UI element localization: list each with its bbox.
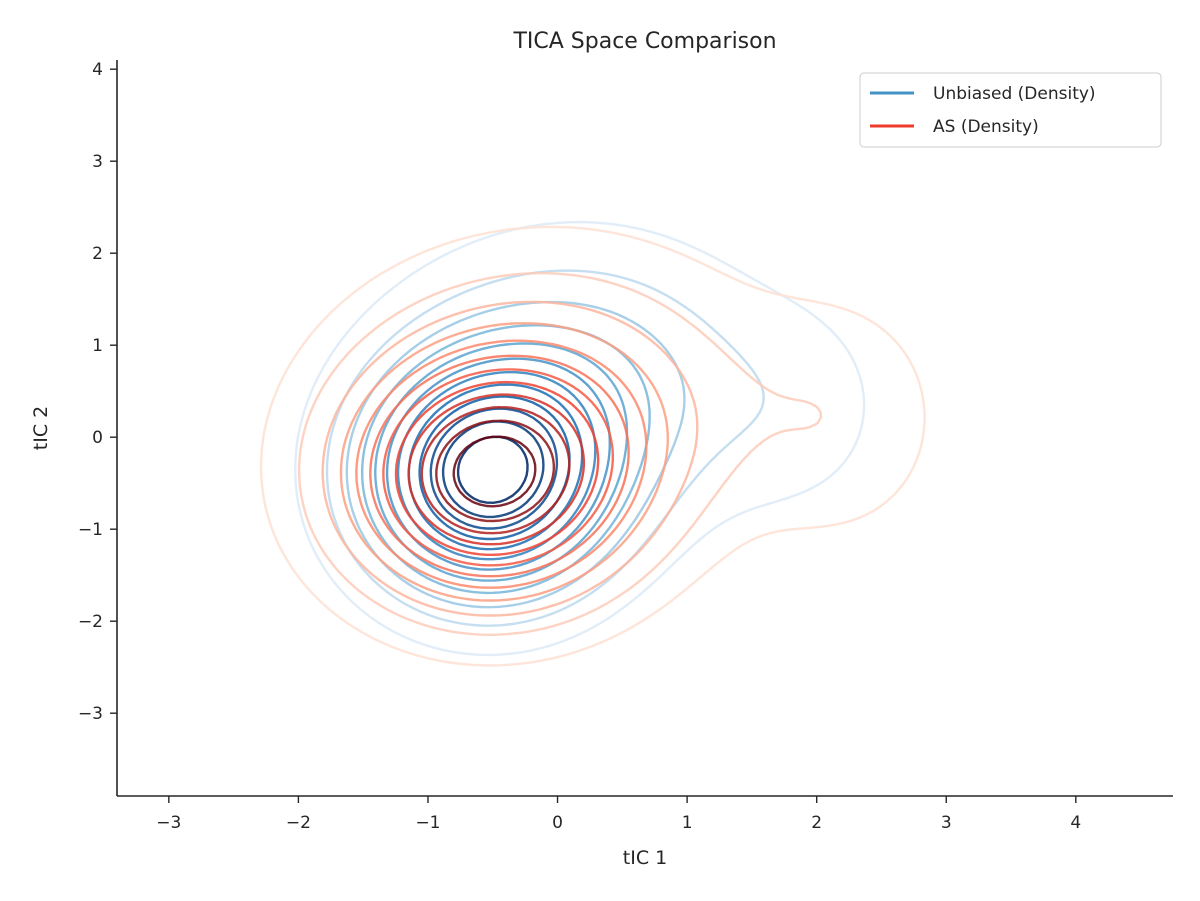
- legend-label-as: AS (Density): [933, 117, 1039, 137]
- x-tick-label: 0: [552, 813, 563, 833]
- y-axis-ticks: −3 −2 −1 0 1 2 3 4: [78, 60, 117, 724]
- contour-line: [297, 272, 823, 636]
- contour-line: [429, 407, 559, 530]
- x-axis-label: tIC 1: [623, 847, 667, 869]
- legend-frame: [859, 72, 1162, 148]
- x-tick-label: −3: [156, 813, 181, 833]
- contour-line: [321, 300, 699, 617]
- contour-line: [441, 420, 545, 519]
- y-tick-label: 4: [92, 60, 103, 80]
- contour-line: [259, 225, 926, 667]
- x-tick-label: 1: [682, 813, 693, 833]
- y-tick-label: −1: [78, 520, 103, 540]
- x-tick-label: 4: [1070, 813, 1081, 833]
- x-tick-label: −2: [286, 813, 311, 833]
- y-tick-label: 2: [92, 244, 103, 264]
- y-tick-label: −3: [78, 704, 103, 724]
- y-tick-label: −2: [78, 612, 103, 632]
- contour-layer: [259, 220, 926, 667]
- y-axis-label: tIC 2: [30, 406, 52, 450]
- y-tick-label: 0: [92, 428, 103, 448]
- legend-label-unbiased: Unbiased (Density): [933, 84, 1096, 104]
- contour-line: [355, 339, 648, 589]
- contour-line: [382, 368, 614, 567]
- x-axis-ticks: −3 −2 −1 0 1 2 3 4: [156, 796, 1081, 833]
- contour-line: [407, 393, 586, 546]
- legend: Unbiased (Density) AS (Density): [859, 72, 1162, 148]
- contour-line: [456, 435, 529, 504]
- contour-line: [452, 435, 537, 508]
- contour-line: [294, 220, 866, 657]
- contour-line: [369, 354, 630, 578]
- x-tick-label: 3: [941, 813, 952, 833]
- contour-series-as: [259, 225, 926, 667]
- y-tick-label: 1: [92, 336, 103, 356]
- contour-line: [420, 406, 571, 535]
- x-tick-label: 2: [811, 813, 822, 833]
- chart-title: TICA Space Comparison: [512, 29, 776, 54]
- y-tick-label: 3: [92, 152, 103, 172]
- x-tick-label: −1: [415, 813, 440, 833]
- contour-line: [394, 380, 600, 556]
- contour-line: [435, 419, 555, 523]
- contour-line: [339, 322, 669, 602]
